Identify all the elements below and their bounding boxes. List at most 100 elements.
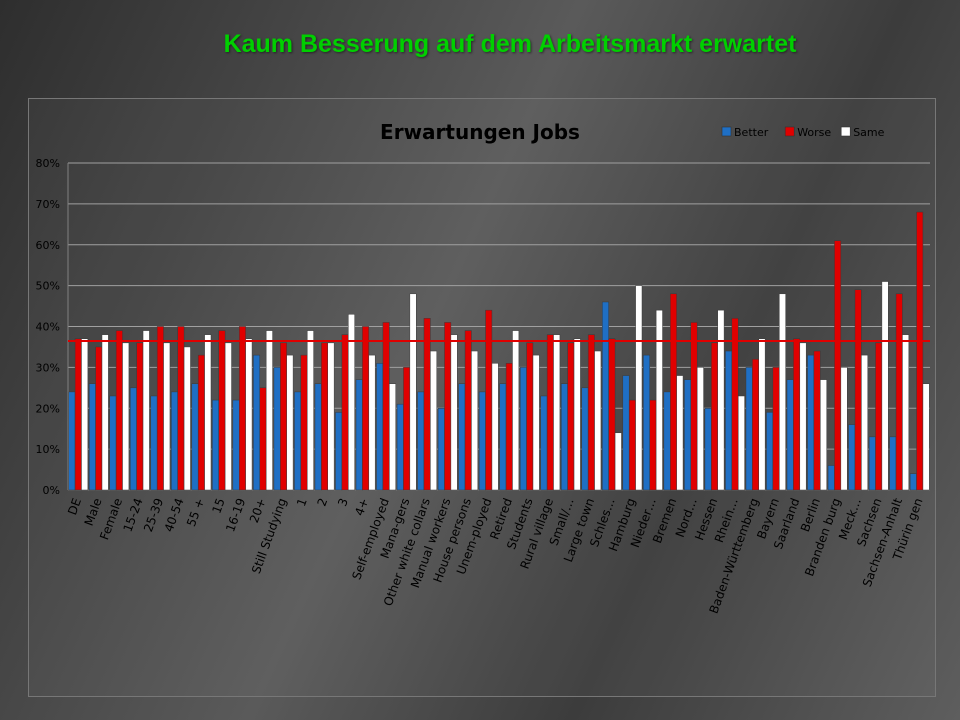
bar-better [827,465,835,491]
bar-worse [362,326,370,491]
bar-worse [854,289,862,491]
bar-same [204,334,212,491]
chart-frame [28,98,936,697]
bar-worse [649,399,657,491]
bar-better [499,383,507,491]
bar-same [409,293,417,491]
bar-same [717,309,725,491]
bar-worse [259,387,267,491]
bar-same [594,350,602,491]
bar-worse [464,330,472,491]
bars [68,211,930,491]
bar-same [368,354,376,491]
bar-better [417,391,425,491]
bar-worse [895,293,903,491]
bar-better [560,383,568,491]
bar-worse [834,240,842,491]
bar-same [101,334,109,491]
bar-worse [772,367,780,491]
bar-better [376,363,384,491]
bar-better [909,473,917,491]
bar-same [532,354,540,491]
bar-same [306,330,314,491]
bar-better [253,354,261,491]
y-axis-ticks: 0% 10% 20% 30% 40% 50% 60% 70% 80% [36,157,60,497]
y-tick-label: 10% [36,443,60,456]
bar-worse [875,342,883,491]
legend-label-worse: Worse [797,126,831,139]
bar-same [512,330,520,491]
bar-worse [690,322,698,491]
bar-better [396,403,404,491]
y-tick-label: 60% [36,239,60,252]
legend-label-better: Better [734,126,769,139]
bar-same [696,367,704,491]
bar-worse [197,354,205,491]
bar-same [224,342,232,491]
bar-worse [526,342,534,491]
bar-same [122,342,130,491]
bar-better [68,391,76,491]
bar-worse [711,342,718,491]
bar-better [314,383,322,491]
x-tick-label: 1 [294,496,310,508]
bar-better [437,408,445,491]
bar-same [635,285,643,491]
y-tick-label: 0% [43,484,60,497]
bar-same [265,330,273,491]
bar-worse [239,326,246,491]
legend-swatch-same [840,126,851,137]
x-tick-label: DE [65,496,84,517]
x-tick-label: 55 + [184,496,207,528]
bar-better [807,354,815,491]
bar-better [150,395,158,491]
x-tick-label: 20+ [247,496,269,525]
bar-better [602,301,609,491]
bar-same [861,354,869,491]
bar-same [81,338,89,491]
x-tick-label: 15 [209,496,227,515]
bar-worse [628,399,636,491]
bar-worse [218,330,226,491]
bar-same [450,334,458,491]
bar-same [245,338,253,491]
bar-worse [300,354,308,491]
bar-worse [505,363,513,491]
bar-same [799,342,807,491]
bar-better [335,412,343,491]
bar-worse [382,322,390,491]
bar-better [643,354,650,491]
bar-worse [74,338,82,491]
bar-same [348,313,355,491]
bar-same [676,375,684,491]
bar-same [286,354,294,491]
bar-same [142,330,150,491]
x-tick-label: 3 [335,496,351,508]
y-tick-label: 40% [36,321,60,334]
bar-worse [280,342,287,491]
bar-same [737,395,745,491]
bar-better [581,387,589,491]
y-tick-label: 50% [36,280,60,293]
bar-better [171,391,178,491]
bar-same [902,334,910,491]
bar-worse [567,342,575,491]
bar-worse [444,322,452,491]
bar-better [232,399,240,491]
x-tick-label: Male [82,496,105,528]
legend: Better Worse Same [721,126,885,139]
y-tick-label: 20% [36,402,60,415]
bar-same [573,338,581,491]
bar-better [519,367,527,491]
bar-better [684,379,692,491]
bar-better [191,383,199,491]
bar-worse [423,318,431,491]
bar-same [327,342,335,491]
chart-title: Erwartungen Jobs [380,120,580,144]
bar-better [704,408,712,491]
bar-worse [321,342,328,491]
bar-same [758,338,766,491]
slide-title: Kaum Besserung auf dem Arbeitsmarkt erwa… [223,30,797,58]
grid-lines [67,162,930,491]
